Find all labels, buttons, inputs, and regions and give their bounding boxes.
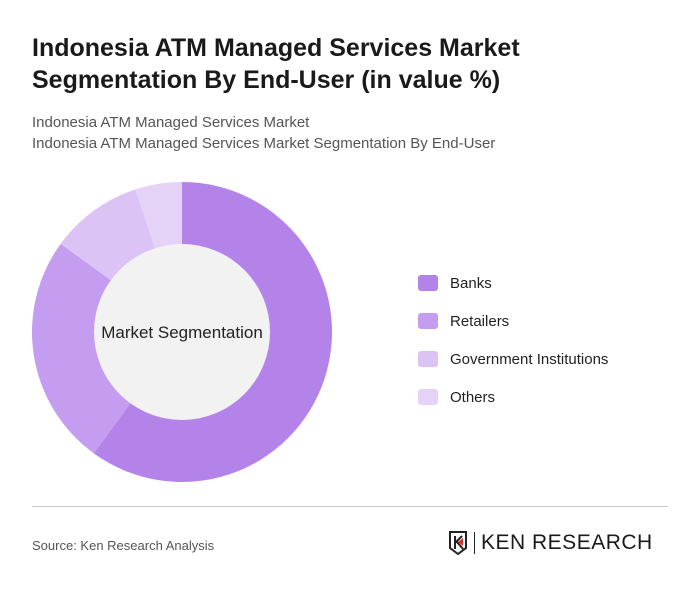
legend: Banks Retailers Government Institutions Oth… [418,264,608,416]
donut-hole [94,244,270,420]
legend-item: Others [418,378,608,416]
legend-swatch [418,275,438,291]
subtitle-segmentation: Indonesia ATM Managed Services Market Se… [32,135,496,152]
legend-label: Government Institutions [450,350,609,368]
center-label: Market Segmentation [101,323,263,342]
subtitle-market: Indonesia ATM Managed Services Market [32,114,310,131]
legend-swatch [418,351,438,367]
legend-item: Government Institutions [418,340,608,378]
legend-swatch [418,313,438,329]
donut-chart: Market Segmentation [32,182,332,482]
legend-swatch [418,389,438,405]
legend-item: Retailers [418,302,608,340]
legend-label: Banks [450,274,492,292]
legend-label: Others [450,388,496,406]
ken-logo-icon [449,531,467,556]
legend-label: Retailers [450,312,510,330]
divider [32,506,668,507]
legend-item: Banks [418,264,608,302]
chart-title: Indonesia ATM Managed Services Market Se… [32,34,520,94]
ken-research-logo: KEN RESEARCH [448,530,653,556]
logo-text: KEN RESEARCH [481,531,653,554]
source-note: Source: Ken Research Analysis [32,538,215,553]
